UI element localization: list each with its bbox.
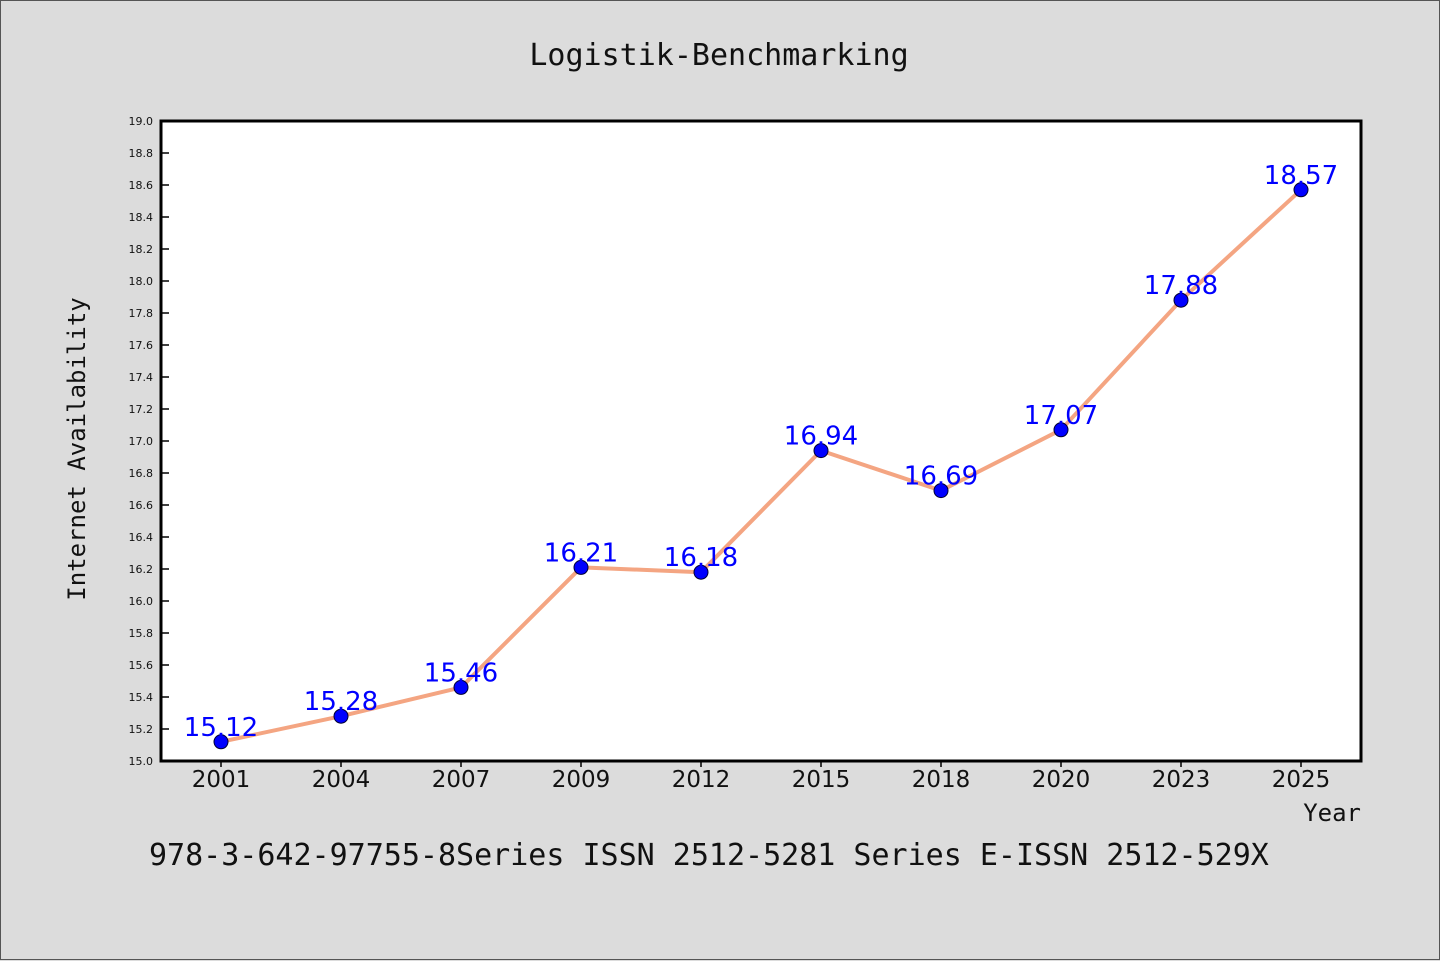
x-tick-label: 2009 [552,767,611,793]
y-tick-label: 18.2 [129,243,154,256]
y-tick-label: 18.0 [129,275,154,288]
data-label: 15.46 [424,658,498,688]
y-tick-label: 18.6 [129,179,154,192]
y-tick-label: 15.6 [129,659,154,672]
series-line [220,188,1303,744]
y-tick-label: 16.2 [129,563,154,576]
data-label: 15.28 [304,687,378,717]
x-tick-label: 2012 [672,767,731,793]
data-point [693,564,709,580]
y-tick-label: 17.6 [129,339,154,352]
y-axis-label: Internet Availability [63,297,91,600]
y-tick-label: 16.0 [129,595,154,608]
chart-title: Logistik-Benchmarking [529,38,908,73]
data-label: 16.94 [784,422,858,452]
x-tick-label: 2018 [912,767,971,793]
y-tick-label: 16.8 [129,467,154,480]
data-point [1053,422,1069,438]
x-axis: 2001 2004 2007 2009 2012 2015 2018 2020 2023 2025 [192,761,1331,793]
y-tick-label: 16.4 [129,531,154,544]
data-label: 15.12 [184,713,258,743]
y-tick-label: 15.8 [129,627,154,640]
y-tick-label: 17.2 [129,403,154,416]
data-point [813,443,829,459]
data-point [1293,182,1309,198]
data-point [573,559,589,575]
data-point [933,483,949,499]
y-tick-label: 18.4 [129,211,154,224]
x-tick-label: 2007 [432,767,491,793]
data-point [213,734,229,750]
y-tick-label: 19.0 [129,115,154,128]
data-label: 16.18 [664,543,738,573]
y-tick-label: 18.8 [129,147,154,160]
x-tick-label: 2025 [1272,767,1331,793]
y-axis: 15.0 15.2 15.4 15.6 15.8 16.0 16.2 16.4 16.6 16.8… [129,115,169,768]
plot-area [159,119,1363,763]
data-label: 16.69 [904,462,978,492]
x-axis-label: Year [1303,799,1361,827]
data-point [453,679,469,695]
y-tick-label: 15.4 [129,691,154,704]
data-point [333,708,349,724]
footer-isbn-text: 978-3-642-97755-8Series ISSN 2512-5281 S… [149,838,1269,873]
y-tick-label: 15.0 [129,755,154,768]
data-label: 16.21 [544,538,618,568]
x-tick-label: 2023 [1152,767,1211,793]
y-tick-label: 17.4 [129,371,154,384]
y-tick-label: 17.8 [129,307,154,320]
data-label: 18.57 [1264,161,1338,191]
data-label: 17.88 [1144,271,1218,301]
y-tick-label: 17.0 [129,435,154,448]
y-tick-label: 15.2 [129,723,154,736]
data-point [1173,292,1189,308]
x-tick-label: 2004 [312,767,371,793]
x-tick-label: 2015 [792,767,851,793]
data-label: 17.07 [1024,401,1098,431]
series-layer: 15.12 15.28 15.46 16.21 16.18 16.94 16.69 17.07… [184,161,1338,750]
x-tick-label: 2001 [192,767,251,793]
y-tick-label: 16.6 [129,499,154,512]
x-tick-label: 2020 [1032,767,1091,793]
